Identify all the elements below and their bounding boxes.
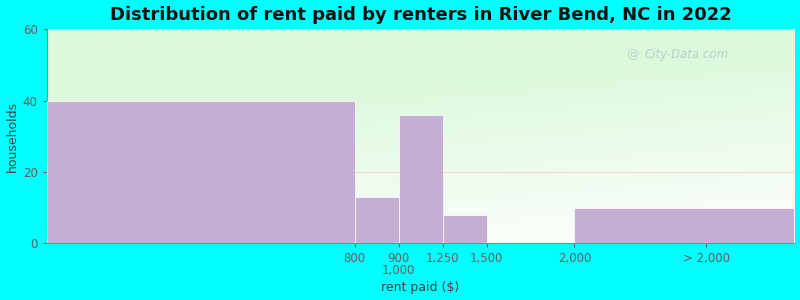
Bar xyxy=(398,115,442,243)
Bar xyxy=(574,208,794,243)
Bar xyxy=(442,215,486,243)
Text: @: @ xyxy=(626,49,638,62)
Bar xyxy=(354,197,398,243)
Y-axis label: households: households xyxy=(6,101,18,172)
Text: City-Data.com: City-Data.com xyxy=(645,49,729,62)
X-axis label: rent paid ($): rent paid ($) xyxy=(382,281,460,294)
Bar xyxy=(46,100,354,243)
Title: Distribution of rent paid by renters in River Bend, NC in 2022: Distribution of rent paid by renters in … xyxy=(110,6,731,24)
